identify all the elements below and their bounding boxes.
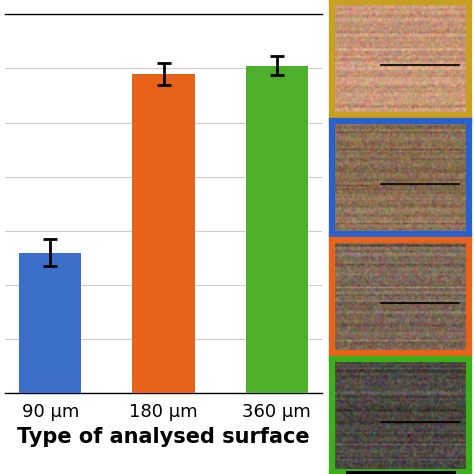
Bar	[246, 66, 308, 393]
X-axis label: Type of analysed surface: Type of analysed surface	[17, 427, 310, 447]
Bar	[132, 74, 195, 393]
Bar	[19, 253, 82, 393]
